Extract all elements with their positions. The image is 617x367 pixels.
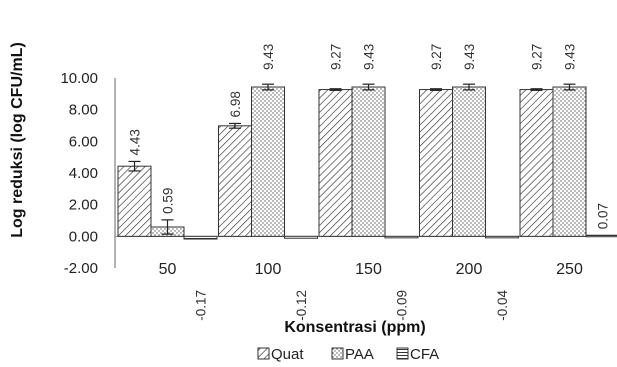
y-tick-label: 10.00 — [60, 70, 98, 87]
data-label: -0.12 — [294, 290, 309, 321]
data-label: 6.98 — [228, 91, 243, 117]
data-label: -0.04 — [495, 290, 510, 321]
data-label: -0.09 — [395, 290, 410, 321]
x-axis-title: Konsentrasi (ppm) — [284, 319, 425, 336]
bar-cfa — [384, 235, 419, 239]
y-tick-label: -2.00 — [64, 260, 98, 277]
bar-quat — [519, 89, 554, 237]
data-label: 9.43 — [462, 44, 477, 70]
bar-paa — [552, 86, 587, 237]
data-label: 4.43 — [128, 129, 143, 155]
category-label: 150 — [355, 261, 382, 278]
bar-cfa — [284, 235, 318, 239]
bar-paa — [452, 86, 486, 237]
bar-paa — [351, 86, 386, 237]
bar-cfa — [485, 235, 519, 239]
category-label: 250 — [556, 261, 583, 278]
data-label: 9.27 — [429, 44, 444, 70]
bar-quat — [218, 125, 252, 237]
y-tick-label: 0.00 — [69, 228, 98, 245]
legend-swatch-quat — [257, 347, 270, 360]
bar-quat — [419, 89, 453, 237]
y-axis-title: Log reduksi (log CFU/mL) — [9, 42, 26, 238]
data-label: 9.43 — [563, 44, 578, 70]
y-tick-label: 4.00 — [69, 165, 98, 182]
bar-cfa — [585, 234, 617, 238]
y-tick-label: 6.00 — [69, 133, 98, 150]
data-label: 9.43 — [362, 44, 377, 70]
bar-cfa — [183, 235, 218, 240]
legend-swatch-cfa — [396, 347, 409, 360]
legend-swatch-paa — [331, 347, 344, 360]
data-label: -0.17 — [194, 290, 209, 321]
data-label: 9.27 — [530, 44, 545, 70]
y-tick-label: 8.00 — [69, 102, 98, 119]
legend-label-paa: PAA — [345, 346, 374, 363]
category-label: 100 — [255, 261, 282, 278]
category-label: 200 — [456, 261, 483, 278]
bar-quat — [117, 165, 152, 237]
y-tick-label: 2.00 — [69, 197, 98, 214]
legend: Quat PAA CFA — [257, 346, 439, 363]
bar-paa — [251, 86, 285, 237]
legend-label-quat: Quat — [271, 346, 304, 363]
category-label: 50 — [159, 261, 177, 278]
data-label: 0.07 — [596, 203, 611, 229]
data-label: 9.43 — [261, 44, 276, 70]
bar-quat — [318, 89, 353, 237]
data-label: 9.27 — [329, 44, 344, 70]
data-label: 0.59 — [161, 188, 176, 214]
legend-label-cfa: CFA — [410, 346, 439, 363]
